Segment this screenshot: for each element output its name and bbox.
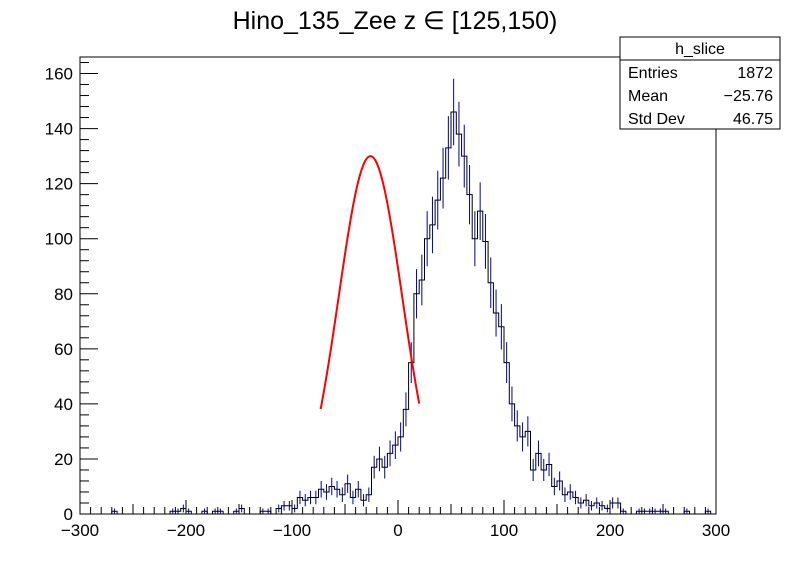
y-tick-label: 160: [45, 65, 73, 84]
x-tick-label: −200: [167, 521, 205, 540]
y-tick-label: 120: [45, 175, 73, 194]
y-tick-label: 140: [45, 120, 73, 139]
y-tick-label: 20: [54, 450, 73, 469]
y-tick-label: 0: [64, 505, 73, 524]
stats-entries-value: 1872: [737, 65, 773, 82]
stats-box: h_slice Entries 1872 Mean −25.76 Std Dev…: [619, 36, 781, 130]
x-tick-label: 0: [393, 521, 402, 540]
chart-title: Hino_135_Zee z ∈ [125,150): [233, 7, 558, 35]
stats-stddev-value: 46.75: [733, 111, 773, 128]
stats-box-frame: [619, 36, 781, 130]
histogram-outline: [80, 111, 716, 515]
stats-mean-label: Mean: [628, 88, 668, 105]
stats-mean-value: −25.76: [724, 88, 773, 105]
x-tick-label: 200: [596, 521, 624, 540]
x-tick-label: 300: [702, 521, 730, 540]
y-tick-label: 80: [54, 285, 73, 304]
x-tick-label: 100: [490, 521, 518, 540]
x-tick-label: −100: [273, 521, 311, 540]
y-tick-label: 100: [45, 230, 73, 249]
gaussian-fit-curve: [319, 155, 421, 410]
y-tick-label: 40: [54, 395, 73, 414]
stats-entries-label: Entries: [628, 65, 678, 82]
stats-stddev-label: Std Dev: [628, 111, 685, 128]
y-tick-label: 60: [54, 340, 73, 359]
x-tick-label: −300: [61, 521, 99, 540]
stats-box-title: h_slice: [675, 41, 725, 58]
